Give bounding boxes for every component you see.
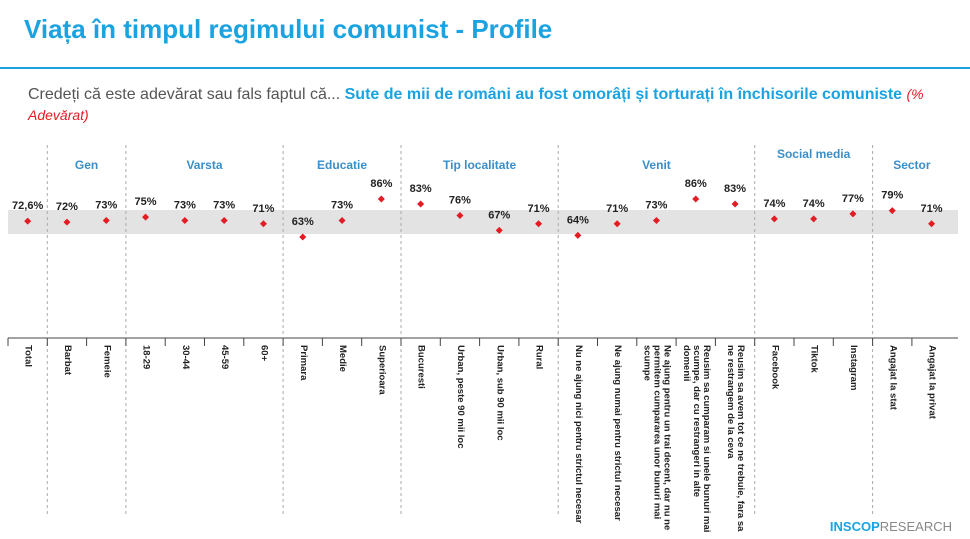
- question: Credeți că este adevărat sau fals faptul…: [28, 84, 948, 126]
- category-label: Barbat: [61, 345, 73, 376]
- group-label: Venit: [642, 158, 671, 172]
- value-label: 74%: [763, 198, 785, 210]
- value-label: 73%: [213, 199, 235, 211]
- dot: [574, 231, 582, 239]
- category-label: Rural: [533, 345, 545, 370]
- dot: [692, 195, 700, 203]
- dot: [63, 218, 71, 226]
- value-label: 72%: [56, 201, 78, 213]
- category-label: 60+: [258, 345, 270, 362]
- value-label: 79%: [881, 190, 903, 202]
- value-label: 71%: [528, 203, 550, 215]
- dot: [299, 233, 307, 241]
- category-label: Femeie: [101, 345, 113, 378]
- group-label: Sector: [893, 158, 931, 172]
- logo-suffix: RESEARCH: [879, 519, 952, 534]
- group-label: Varsta: [186, 158, 223, 172]
- dot: [770, 215, 778, 223]
- title: Viața în timpul regimului comunist - Pro…: [24, 14, 553, 44]
- group-label: Tip localitate: [443, 158, 517, 172]
- dot: [495, 226, 503, 234]
- category-label: Reusim sa avem tot ce ne trebuie, fara s…: [725, 345, 747, 532]
- category-label: Ne ajung numai pentru strictul necesar: [612, 345, 624, 521]
- band: [8, 210, 958, 234]
- value-label: 74%: [803, 198, 825, 210]
- value-label: 83%: [724, 183, 746, 195]
- dot: [928, 220, 936, 228]
- category-label: Reusim sa cumparam si unele bunuri mai s…: [680, 345, 712, 533]
- dot: [338, 216, 346, 224]
- value-label: 73%: [174, 199, 196, 211]
- dot: [849, 210, 857, 218]
- category-label: Total: [22, 345, 34, 367]
- category-label: 30-44: [179, 345, 191, 370]
- dot: [417, 200, 425, 208]
- dot: [456, 212, 464, 220]
- group-label: Social media: [776, 147, 851, 161]
- group-label: Educatie: [317, 158, 368, 172]
- category-label: Superioara: [376, 345, 388, 395]
- value-label: 72,6%: [12, 200, 43, 212]
- value-label: 71%: [606, 203, 628, 215]
- category-label: 45-59: [219, 345, 231, 370]
- value-label: 73%: [645, 199, 667, 211]
- category-label: Instagram: [847, 345, 859, 391]
- dot: [652, 216, 660, 224]
- dot: [613, 220, 621, 228]
- logo: INSCOPRESEARCH: [830, 519, 952, 534]
- group-label: Gen: [74, 158, 99, 172]
- dot: [259, 220, 267, 228]
- category-label: Bucuresti: [415, 345, 427, 389]
- category-label: Ne ajung pentru un trai decent, dar nu n…: [641, 345, 673, 531]
- dot: [731, 200, 739, 208]
- dot: [810, 215, 818, 223]
- value-label: 83%: [410, 183, 432, 195]
- value-label: 71%: [921, 203, 943, 215]
- category-label: Primara: [297, 345, 309, 381]
- category-label: Angajat la stat: [887, 345, 899, 410]
- value-label: 63%: [292, 216, 314, 228]
- category-label: Medie: [337, 345, 349, 372]
- dot: [24, 217, 32, 225]
- category-label: Urban, peste 90 mii loc: [454, 345, 466, 449]
- dot: [220, 216, 228, 224]
- dot: [535, 220, 543, 228]
- question-text: Credeți că este adevărat sau fals faptul…: [28, 86, 341, 103]
- value-label: 73%: [95, 199, 117, 211]
- note: (% Adevărat): [28, 86, 924, 123]
- dot: [142, 213, 150, 221]
- category-label: 18-29: [140, 345, 152, 370]
- category-label: Urban, sub 90 mii loc: [494, 345, 506, 441]
- value-label: 67%: [488, 209, 510, 221]
- logo-brand: INSCOP: [829, 519, 880, 534]
- title-rule: [0, 67, 970, 69]
- value-label: 76%: [449, 195, 471, 207]
- value-label: 64%: [567, 214, 589, 226]
- dot: [888, 207, 896, 215]
- value-label: 71%: [252, 203, 274, 215]
- category-label: Tiktok: [808, 345, 820, 373]
- value-label: 86%: [685, 178, 707, 190]
- value-label: 75%: [135, 196, 157, 208]
- category-label: Facebook: [769, 345, 781, 390]
- dot: [377, 195, 385, 203]
- value-label: 73%: [331, 199, 353, 211]
- category-label: Nu ne ajung nici pentru strictul necesar: [572, 345, 584, 524]
- dot: [181, 216, 189, 224]
- value-label: 77%: [842, 193, 864, 205]
- category-label: Angajat la privat: [926, 345, 938, 419]
- value-label: 86%: [370, 178, 392, 190]
- dot: [102, 216, 110, 224]
- statement: Sute de mii de români au fost omorâți și…: [344, 86, 903, 103]
